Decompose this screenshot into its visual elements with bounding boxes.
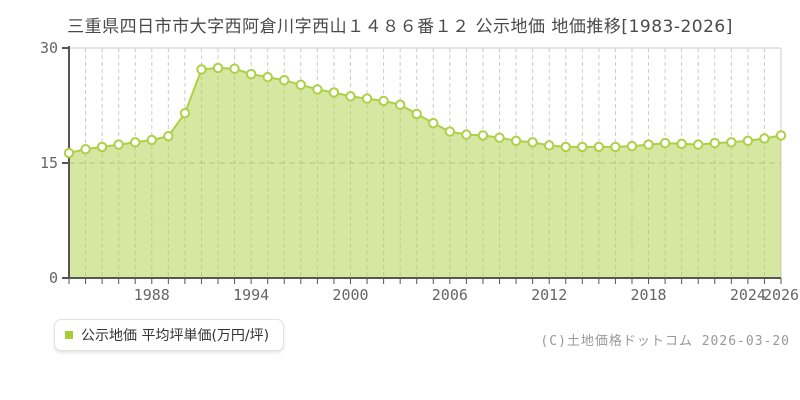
y-tick-label: 15 <box>40 154 58 172</box>
x-tick-label: 2018 <box>630 286 666 304</box>
data-point <box>610 141 621 153</box>
data-point <box>510 135 522 146</box>
chart-title: 三重県四日市市大字西阿倉川字西山１４８６番１２ 公示地価 地価推移[1983-2… <box>67 17 733 37</box>
x-tick-label: 2012 <box>531 286 567 304</box>
data-point <box>444 126 456 137</box>
x-tick-label: 2000 <box>332 286 368 304</box>
data-point <box>560 141 571 153</box>
data-point <box>361 93 373 104</box>
data-point <box>775 130 787 141</box>
data-point <box>411 108 422 120</box>
data-point <box>543 140 555 151</box>
legend-label: 公示地価 平均坪単価(万円/坪) <box>81 328 270 344</box>
data-point <box>742 135 754 146</box>
data-point <box>676 138 687 150</box>
data-point <box>279 75 290 86</box>
data-point <box>428 117 439 129</box>
data-point <box>179 107 191 119</box>
legend: 公示地価 平均坪単価(万円/坪) <box>54 319 285 351</box>
data-point <box>312 84 323 95</box>
data-point <box>212 62 224 74</box>
data-point <box>63 147 75 159</box>
data-point <box>726 137 737 148</box>
data-point <box>693 139 704 150</box>
data-point <box>245 68 257 80</box>
data-point <box>196 64 207 75</box>
x-tick-label: 2024 <box>730 286 766 304</box>
data-point <box>593 141 605 153</box>
data-point <box>146 134 157 146</box>
data-point <box>461 129 472 140</box>
data-point <box>394 99 406 110</box>
data-point <box>345 91 356 102</box>
data-point <box>759 133 770 144</box>
legend-marker-icon <box>65 331 73 339</box>
data-point <box>626 140 638 152</box>
data-point <box>709 137 720 149</box>
data-point <box>295 79 307 91</box>
x-tick-label: 2006 <box>432 286 468 304</box>
x-tick-label: 2026 <box>763 286 799 304</box>
data-point <box>659 137 671 149</box>
y-tick-label: 30 <box>40 39 58 57</box>
data-point <box>477 130 489 141</box>
data-point <box>229 63 240 74</box>
copyright-text: (C)土地価格ドットコム 2026-03-20 <box>540 334 790 349</box>
data-point <box>494 132 505 143</box>
price-area <box>69 67 781 279</box>
data-point <box>643 139 654 150</box>
data-point <box>378 95 389 107</box>
data-point <box>80 144 91 155</box>
x-tick-label: 1988 <box>134 286 170 304</box>
data-point <box>163 130 174 142</box>
data-point <box>262 71 273 83</box>
data-point <box>328 87 340 98</box>
y-tick-label: 0 <box>49 269 58 287</box>
data-point <box>113 139 124 150</box>
data-point <box>577 141 588 153</box>
data-point <box>527 137 538 148</box>
data-point <box>96 141 108 153</box>
data-point <box>130 137 141 148</box>
x-tick-label: 1994 <box>233 286 269 304</box>
